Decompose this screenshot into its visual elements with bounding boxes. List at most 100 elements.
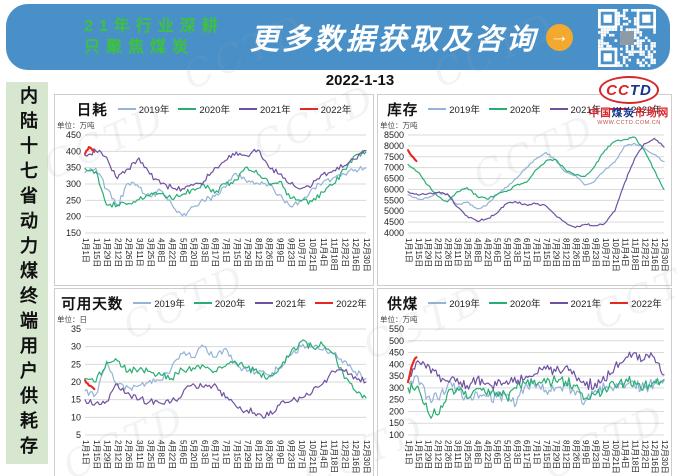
legend-item: 2021年 [549, 296, 601, 310]
svg-text:6月3日: 6月3日 [512, 440, 521, 465]
banner-slogan: 21年行业深耕 只聚焦煤炭 [84, 16, 224, 58]
svg-text:10月7日: 10月7日 [601, 440, 610, 469]
legend-label: 2019年 [138, 105, 170, 116]
legend-item: 2022年 [315, 296, 367, 310]
svg-text:3月25日: 3月25日 [463, 238, 472, 267]
legend-item: 2019年 [117, 102, 170, 116]
legend-item: 2019年 [428, 102, 480, 116]
chart-panel-coal-supply: 供煤 2019年 2020年 2021年 2022年 100 150 200 250 3… [377, 288, 672, 476]
legend-item: 2022年 [610, 102, 662, 116]
svg-text:25: 25 [71, 359, 81, 369]
svg-text:10月7日: 10月7日 [297, 238, 306, 267]
svg-text:3月11日: 3月11日 [135, 238, 144, 267]
svg-text:6月3日: 6月3日 [512, 238, 521, 263]
svg-text:5月20日: 5月20日 [502, 238, 511, 267]
legend-item: 2019年 [428, 296, 480, 310]
svg-text:7月29日: 7月29日 [243, 440, 252, 469]
svg-text:6月17日: 6月17日 [522, 238, 531, 267]
svg-text:12月2日: 12月2日 [640, 440, 649, 469]
svg-text:250: 250 [389, 395, 404, 405]
legend-swatch [488, 108, 507, 110]
svg-text:11月18日: 11月18日 [330, 238, 339, 271]
svg-text:11月18日: 11月18日 [630, 440, 639, 473]
legend-swatch [117, 108, 136, 110]
svg-text:20: 20 [71, 377, 81, 387]
svg-text:400: 400 [389, 359, 404, 369]
svg-text:4月8日: 4月8日 [157, 440, 166, 465]
legend-label: 2020年 [509, 105, 541, 116]
svg-text:250: 250 [66, 195, 81, 205]
arrow-icon[interactable]: → [545, 23, 573, 51]
svg-text:1月29日: 1月29日 [424, 440, 433, 469]
svg-text:150: 150 [389, 418, 404, 428]
svg-text:3月11日: 3月11日 [453, 440, 462, 469]
svg-text:2月26日: 2月26日 [443, 440, 452, 469]
banner-cta-text[interactable]: 更多数据获取及咨询 [249, 24, 538, 56]
svg-text:5月20日: 5月20日 [189, 238, 198, 267]
header-banner: 21年行业深耕 只聚焦煤炭 更多数据获取及咨询 → [6, 4, 670, 70]
svg-text:1月29日: 1月29日 [424, 238, 433, 267]
svg-text:5月6日: 5月6日 [493, 440, 502, 465]
chart-panel-available-days: 可用天数 2019年 2020年 2021年 2022年 5 10 15 20 25 30… [54, 288, 374, 476]
legend-item: 2020年 [193, 296, 246, 310]
svg-text:3月25日: 3月25日 [146, 238, 155, 267]
legend-label: 2019年 [449, 105, 480, 116]
legend-label: 2020年 [214, 299, 246, 310]
svg-text:10月21日: 10月21日 [611, 238, 620, 272]
chart-plot-area: 5 10 15 20 25 30 35 单位：日 1月1日 1月15日 1月29日 2月12日 2月26… [55, 313, 373, 476]
svg-text:11月18日: 11月18日 [630, 238, 639, 271]
banner-slogan-line2: 只聚焦煤炭 [84, 39, 195, 56]
chart-plot-area: 150 200 250 300 350 400 450 单位：万吨 1月1日 1月15日 1月29日… [55, 119, 373, 285]
svg-text:4月8日: 4月8日 [473, 238, 482, 263]
svg-text:450: 450 [389, 348, 404, 358]
svg-text:300: 300 [66, 179, 81, 189]
svg-text:5000: 5000 [384, 206, 404, 216]
legend-swatch [299, 108, 318, 110]
svg-text:12月30日: 12月30日 [362, 440, 371, 474]
svg-text:10: 10 [71, 412, 81, 422]
svg-text:7月1日: 7月1日 [532, 440, 541, 465]
legend-swatch [549, 108, 568, 110]
svg-text:9月9日: 9月9日 [276, 238, 285, 263]
svg-text:11月4日: 11月4日 [621, 440, 630, 469]
svg-text:4000: 4000 [384, 228, 404, 238]
legend-swatch [610, 108, 629, 110]
svg-text:8月12日: 8月12日 [254, 238, 263, 267]
svg-text:1月1日: 1月1日 [81, 440, 90, 465]
svg-text:11月4日: 11月4日 [319, 440, 328, 469]
svg-text:7月1日: 7月1日 [222, 238, 231, 263]
svg-text:500: 500 [389, 336, 404, 346]
legend-label: 2020年 [509, 299, 541, 310]
svg-text:6月3日: 6月3日 [200, 440, 209, 465]
svg-text:12月30日: 12月30日 [660, 440, 669, 474]
chart-header: 库存 2019年 2020年 2021年 2022年 [378, 95, 671, 120]
svg-text:单位：万吨: 单位：万吨 [380, 314, 418, 324]
svg-text:单位：日: 单位：日 [57, 314, 87, 324]
qr-code[interactable] [598, 9, 656, 67]
svg-text:8000: 8000 [384, 141, 404, 151]
cctd-site-part2: 煤炭 [611, 107, 635, 119]
banner-slogan-line1: 21年行业深耕 [84, 18, 224, 35]
svg-text:150: 150 [66, 228, 81, 238]
svg-text:4月22日: 4月22日 [167, 238, 176, 267]
svg-text:5500: 5500 [384, 195, 404, 205]
svg-text:9月9日: 9月9日 [581, 238, 590, 263]
svg-text:7500: 7500 [384, 152, 404, 162]
svg-text:4月22日: 4月22日 [483, 440, 492, 469]
svg-text:7000: 7000 [384, 163, 404, 173]
svg-text:100: 100 [389, 430, 404, 440]
legend-label: 2020年 [199, 105, 230, 116]
svg-text:6500: 6500 [384, 174, 404, 184]
legend-label: 2021年 [275, 299, 307, 310]
cctd-logo-cc: CC [606, 81, 630, 99]
svg-text:8月12日: 8月12日 [562, 440, 571, 469]
svg-text:10月7日: 10月7日 [297, 440, 306, 469]
legend-label: 2022年 [320, 105, 352, 116]
svg-text:3月25日: 3月25日 [463, 440, 472, 469]
svg-text:7月15日: 7月15日 [232, 440, 241, 469]
svg-text:7月29日: 7月29日 [552, 238, 561, 267]
cctd-logo-oval: CC TD [599, 76, 659, 104]
chart-plot-area: 4000 4500 5000 5500 6000 6500 7000 7500 8000 8500… [378, 119, 671, 285]
svg-text:9月9日: 9月9日 [581, 440, 590, 465]
